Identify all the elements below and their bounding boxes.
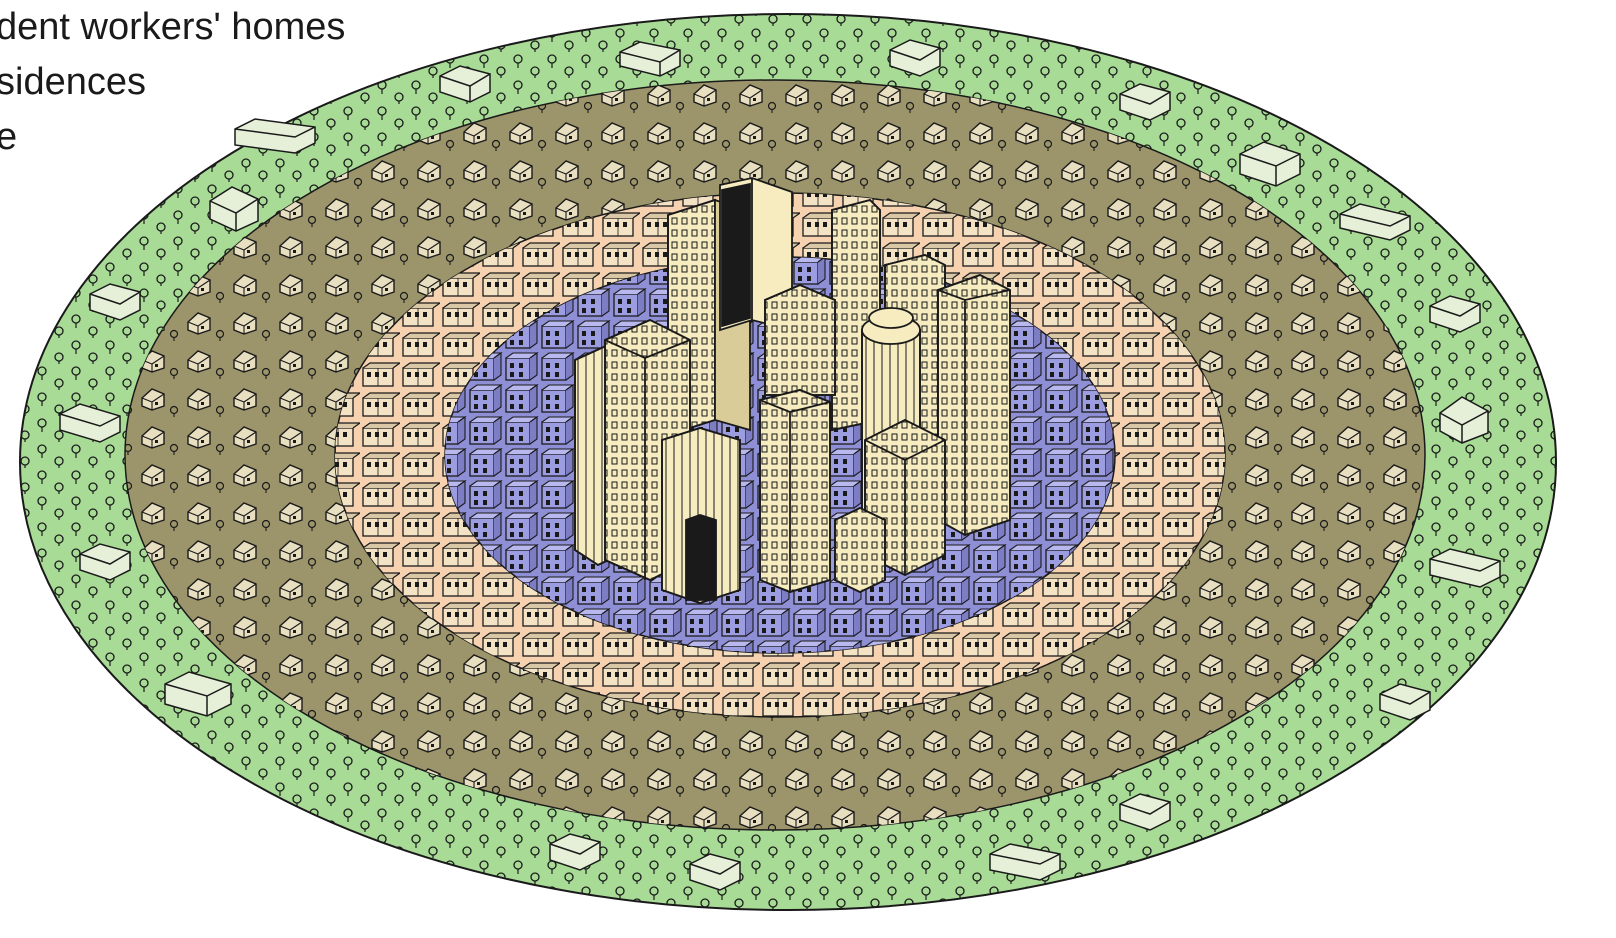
house-icon — [1429, 548, 1501, 588]
house-icon — [1339, 203, 1411, 241]
skyscraper-icon — [937, 274, 1011, 536]
legend-line-commuter: e — [0, 116, 18, 158]
house-icon — [164, 671, 232, 717]
house-icon — [1119, 793, 1171, 831]
house-icon — [989, 843, 1061, 881]
house-icon — [209, 186, 259, 232]
house-icon — [1379, 683, 1431, 721]
skyscraper-icon — [764, 284, 836, 396]
house-icon — [619, 41, 681, 77]
house-icon — [1239, 141, 1301, 187]
house-icon — [234, 118, 316, 154]
legend-line-residences: sidences — [0, 61, 146, 103]
skyscraper-icon — [759, 389, 831, 593]
legend-line-workers-homes: dent workers' homes — [0, 6, 346, 48]
legend: dent workers' homes sidences e — [0, 0, 345, 165]
house-icon — [439, 65, 491, 103]
house-icon — [889, 39, 941, 77]
house-icon — [549, 833, 601, 871]
house-icon — [79, 543, 131, 581]
house-icon — [59, 403, 121, 443]
skyscraper-icon — [834, 507, 886, 593]
outer-houses — [59, 39, 1501, 891]
house-icon — [1439, 396, 1489, 444]
house-icon — [1429, 295, 1481, 333]
house-icon — [689, 853, 741, 891]
central-business-district — [574, 177, 1011, 604]
house-icon — [1119, 83, 1171, 121]
house-icon — [89, 283, 141, 321]
skyscraper-icon — [661, 427, 741, 604]
